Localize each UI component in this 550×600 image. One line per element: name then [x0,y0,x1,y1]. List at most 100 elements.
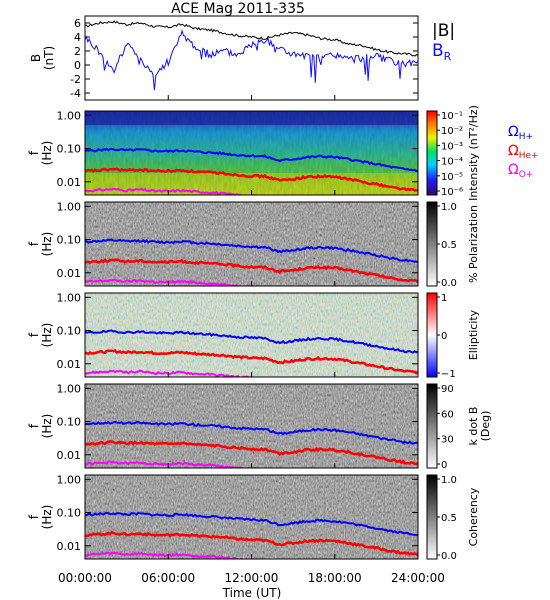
y-tick-label: 1.00 [57,473,82,486]
legend-b-r: BR [432,41,452,63]
x-axis-label: Time (UT) [222,586,282,600]
colorbar-tick-label: 10⁻⁶ [441,187,463,198]
legend-h-plus: ΩH+ [508,124,533,142]
overlay-line-h-plus [85,420,418,445]
field-lines [84,20,419,91]
colorbar-label-unit: (Deg) [479,411,492,442]
overlay-line-he-plus [85,440,418,466]
overlay-line-he-plus [85,167,418,192]
x-tick-labels: 00:00:00 06:00:00 12:00:00 18:00:00 24:00:00 [58,95,445,585]
y-tick-label: 0.01 [57,449,82,462]
chart-title: ACE Mag 2011-335 [171,1,305,17]
overlay-line-h-plus [85,511,418,537]
panel-polarization: 1.00 0.10 0.01f(Hz) 1.0 0.5 0.0 % Polarization [27,200,480,289]
panel-ellipticity: 1.00 0.10 0.01f(Hz) 1 0 −1 Ellipticity [27,291,480,380]
panel-frame [84,15,419,101]
colorbar-tick-label: 0.0 [441,278,457,289]
colorbar-tick-label: 0 [441,460,447,471]
y-axis-label-b: B(nT) [29,46,56,70]
overlay-line-he-plus [85,258,418,284]
y-axis-label: f(Hz) [27,323,54,348]
overlay-line-o-plus [85,278,323,286]
y-tick-label: -4 [70,87,81,100]
y-tick-label: 0.01 [57,176,82,189]
legend-o-symbol: Ω [508,162,519,178]
y-tick-label: -2 [70,73,81,86]
y-tick-label: 0.01 [57,267,82,280]
colorbar-tick-label: 0.5 [441,240,457,251]
y-tick-label: 0.10 [57,143,82,156]
legend-o-plus: ΩO+ [508,162,533,180]
colorbar [426,201,438,287]
colorbar-label: Intensity (nT²/Hz) [467,105,480,201]
colorbar-tick-label: 10⁻⁵ [441,172,463,183]
colorbar-tick-label: 10⁻³ [441,141,463,152]
y-tick-label: 6 [74,17,81,30]
legend-b-r-sub: R [444,50,452,63]
overlay-line-o-plus [85,551,265,559]
colorbar [426,292,438,378]
colorbar-tick-label: 90 [441,384,454,395]
panel-k-dot-b: 1.00 0.10 0.01f(Hz) 90 60 30 0 k dot B (Deg) [27,382,492,471]
colorbar-tick-label: 10⁻⁴ [441,157,463,168]
y-tick-label: 0.10 [57,234,82,247]
spectrogram [85,293,418,377]
y-tick-label: 1.00 [57,109,82,122]
y-tick-label: 1.00 [57,291,82,304]
colorbar-tick-label: 0 [441,331,447,342]
x-tick-label: 00:00:00 [58,571,112,585]
colorbar [426,110,438,196]
y-axis-label: f(Hz) [27,232,54,257]
legend-he-plus: ΩHe+ [508,143,539,161]
colorbar-tick-label: 60 [441,409,454,420]
legend-h-symbol: Ω [508,124,519,140]
colorbar-label: Coherency [467,487,480,546]
y-axis-label: f(Hz) [27,505,54,530]
x-tick-label: 24:00:00 [391,571,445,585]
overlay-line-he-plus [85,349,418,375]
series-line-b-total [84,20,419,57]
x-tick-label: 18:00:00 [308,571,362,585]
y-tick-label: 0.10 [57,416,82,429]
series-line-b-r [84,28,419,91]
overlay-line-h-plus [85,329,418,354]
legend-he-symbol: Ω [508,143,519,159]
colorbar-label: k dot B [467,407,480,446]
colorbar [426,383,438,469]
colorbar-tick-label: 10⁻¹ [441,111,463,122]
colorbar-tick-label: 1 [441,293,447,304]
legend-b-total: |B| [432,21,455,41]
spectrogram [85,202,418,286]
x-tick-label: 12:00:00 [225,571,279,585]
colorbar-tick-label: 10⁻² [441,126,463,137]
overlay-line-h-plus [85,147,418,173]
colorbar-tick-label: 0.0 [441,551,457,562]
panel-coherency: 1.00 0.10 0.01f(Hz) 1.0 0.5 0.0 Coherency [27,473,480,562]
colorbar-label: Ellipticity [467,309,480,360]
panel-intensity: 1.00 0.10 0.01f(Hz) 10⁻¹ 10⁻² 10⁻³ 10⁻⁴ 10⁻⁵ 10⁻… [27,105,480,201]
overlay-line-he-plus [85,530,418,557]
spectral-panels: 1.000.100.01f(Hz)10⁻¹10⁻²10⁻³10⁻⁴10⁻⁵10⁻… [27,105,492,562]
legend-h-sub: H+ [519,132,533,142]
colorbar-tick-label: 30 [441,435,454,446]
gyrofrequency-legend: ΩH+ ΩHe+ ΩO+ [508,124,539,180]
y-axis-label: f(Hz) [27,414,54,439]
spectrogram [85,111,418,195]
x-tick-label: 06:00:00 [141,571,195,585]
y-tick-label: 0.10 [57,325,82,338]
colorbar-label: % Polarization [467,205,480,283]
legend-he-sub: He+ [519,151,539,161]
overlay-line-o-plus [85,460,332,468]
legend-o-sub: O+ [519,170,534,180]
overlay-line-h-plus [85,238,418,264]
y-tick-label: 2 [74,45,81,58]
colorbar-tick-label: −1 [441,369,456,380]
colorbar-tick-label: 1.0 [441,202,457,213]
spectrogram [85,384,418,468]
spectrogram [85,475,418,559]
legend-b-r-main: B [432,41,444,61]
y-tick-label: 0 [74,59,81,72]
